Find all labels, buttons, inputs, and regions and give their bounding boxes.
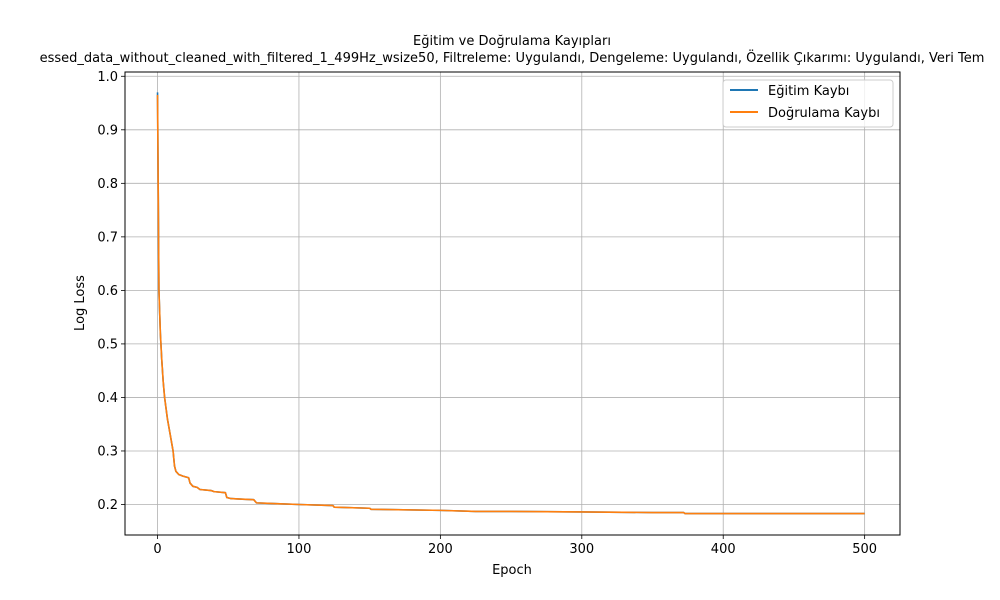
chart-subtitle: essed_data_without_cleaned_with_filtered…: [40, 49, 985, 66]
x-tick-label: 200: [428, 542, 453, 557]
x-tick-label: 500: [852, 542, 877, 557]
x-tick-label: 300: [569, 542, 594, 557]
training-loss-line: [156, 92, 865, 515]
plot-frame: [124, 71, 901, 536]
y-tick-label: 0.4: [97, 391, 118, 406]
y-tick-label: 0.5: [97, 337, 118, 352]
series-lines: [156, 92, 865, 515]
x-tick-label: 100: [287, 542, 312, 557]
y-tick-label: 0.9: [97, 123, 118, 138]
y-axis: 0.2 0.3 0.4 0.5 0.6 0.7 0.8 0.9 1.0: [97, 70, 125, 513]
x-tick-label: 400: [711, 542, 736, 557]
y-axis-label: Log Loss: [73, 275, 88, 331]
y-tick-label: 0.2: [97, 498, 118, 513]
x-axis-label: Epoch: [492, 563, 532, 578]
y-tick-label: 0.8: [97, 177, 118, 192]
validation-loss-line: [156, 95, 865, 515]
x-tick-label: 0: [153, 542, 161, 557]
chart-title: Eğitim ve Doğrulama Kayıpları: [413, 34, 611, 49]
legend-label-validation: Doğrulama Kaybı: [768, 106, 880, 121]
y-tick-label: 0.3: [97, 444, 118, 459]
legend-label-training: Eğitim Kaybı: [768, 84, 849, 99]
legend-box: [722, 79, 894, 128]
grid: [125, 72, 900, 535]
y-tick-label: 0.7: [97, 230, 118, 245]
legend: Eğitim Kaybı Doğrulama Kaybı: [722, 79, 894, 128]
y-tick-label: 0.6: [97, 284, 118, 299]
x-axis: 0 100 200 300 400 500: [153, 535, 877, 557]
y-tick-label: 1.0: [97, 70, 118, 85]
